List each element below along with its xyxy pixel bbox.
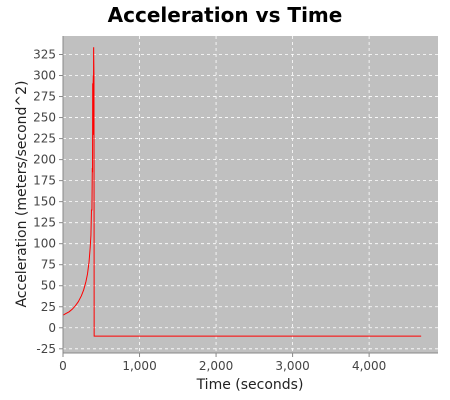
x-tick-label: 2,000 [199, 359, 233, 373]
x-tick-label: 1,000 [122, 359, 156, 373]
y-tick-label: 300 [33, 69, 56, 83]
y-tick-label: 225 [33, 132, 56, 146]
axes [62, 36, 438, 354]
x-tick-label: 0 [59, 359, 67, 373]
y-tick-label: 175 [33, 174, 56, 188]
grid-lines [63, 36, 438, 353]
y-tick-label: -25 [36, 342, 56, 356]
y-tick-label: 250 [33, 111, 56, 125]
y-tick-label: 0 [48, 321, 56, 335]
chart-title: Acceleration vs Time [108, 3, 343, 27]
y-tick-label: 100 [33, 237, 56, 251]
x-tick-label: 3,000 [275, 359, 309, 373]
plot-area [63, 36, 438, 353]
x-axis-label: Time (seconds) [196, 377, 304, 393]
series-layer [62, 47, 422, 337]
y-tick-label: 25 [41, 300, 56, 314]
series-line [62, 47, 422, 337]
y-tick-label: 150 [33, 195, 56, 209]
y-tick-label: 125 [33, 216, 56, 230]
y-axis-label: Acceleration (meters/second^2) [14, 80, 30, 307]
x-ticks: 0 1,000 2,000 3,000 4,000 [59, 353, 386, 373]
y-tick-label: 325 [33, 47, 56, 61]
x-tick-label: 4,000 [352, 359, 386, 373]
y-tick-label: 275 [33, 90, 56, 104]
y-ticks: -25 0 25 50 75 100 125 150 175 200 225 250 275 300 325 [33, 47, 63, 356]
y-tick-label: 75 [41, 258, 56, 272]
y-tick-label: 200 [33, 153, 56, 167]
y-tick-label: 50 [41, 279, 56, 293]
